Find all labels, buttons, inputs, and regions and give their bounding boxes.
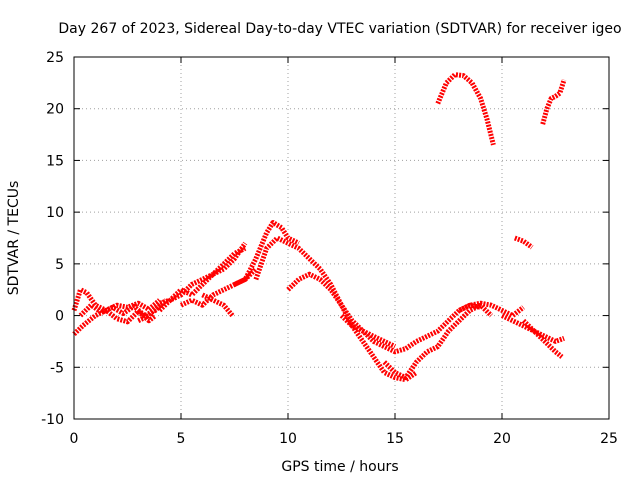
series-line-track-16	[513, 235, 534, 250]
series-line-track-4	[137, 241, 248, 323]
y-tick-label: 0	[55, 309, 64, 325]
grid-lines	[74, 57, 609, 419]
series-line-track-18	[540, 79, 567, 125]
series-line-track-9	[253, 235, 418, 383]
x-tick-label: 15	[386, 431, 404, 447]
series-line-track-11	[339, 302, 482, 355]
series-line-track-17	[435, 72, 496, 146]
tick-labels: 0 5 10 15 20 25 -10 -5 0 5 10 15 20 25	[41, 50, 618, 447]
y-tick-label: 20	[46, 102, 64, 118]
series-line-track-14	[500, 313, 565, 344]
chart-title: Day 267 of 2023, Sidereal Day-to-day VTE…	[58, 21, 621, 37]
y-tick-label: 15	[46, 153, 64, 169]
series-line-track-15	[521, 318, 564, 359]
series-layer	[71, 72, 567, 383]
series-line-track-7	[201, 292, 235, 318]
y-tick-label: -5	[50, 360, 64, 376]
y-tick-label: 10	[46, 205, 64, 221]
x-tick-label: 25	[600, 431, 618, 447]
x-axis-label: GPS time / hours	[281, 459, 398, 475]
x-tick-label: 10	[279, 431, 297, 447]
series-line-track-13	[458, 300, 525, 319]
series-line-track-5	[157, 246, 247, 313]
y-axis-label: SDTVAR / TECUs	[6, 181, 22, 296]
y-tick-label: -10	[41, 412, 64, 428]
x-tick-label: 20	[493, 431, 511, 447]
x-tick-label: 5	[177, 431, 186, 447]
series-line-track-2	[72, 307, 157, 336]
series-line-track-10	[286, 271, 397, 349]
y-tick-label: 25	[46, 50, 64, 66]
plot-frame	[73, 56, 610, 420]
y-tick-label: 5	[55, 257, 64, 273]
series-line-track-8	[233, 220, 300, 287]
x-tick-label: 0	[70, 431, 79, 447]
series-line-track-12	[382, 302, 494, 381]
